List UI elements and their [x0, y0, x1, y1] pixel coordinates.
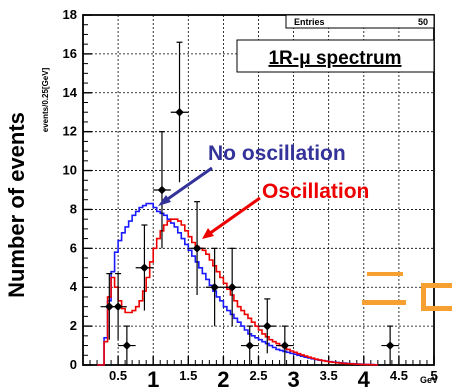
overlay-bar-upper: [367, 272, 403, 276]
y-tick-label: 4: [70, 279, 78, 294]
x-tick-label: 2: [217, 367, 229, 387]
y-tick-label: 14: [63, 85, 78, 100]
overlay-bar-top-right: [424, 283, 452, 288]
overlay-bar-bottom-right: [421, 306, 452, 311]
oscillation-label: Oscillation: [262, 180, 369, 203]
x-tick-label: 1.5: [179, 368, 197, 383]
data-point-marker: [263, 321, 272, 331]
no-oscillation-label: No oscillation: [208, 142, 346, 165]
y-axis-sub-label: events/0.25[GeV]: [41, 67, 50, 132]
stats-box: Entries 50: [285, 14, 435, 29]
data-point: [381, 325, 399, 365]
data-point: [135, 224, 154, 311]
x-tick-label: 3: [287, 367, 299, 387]
data-point: [276, 325, 294, 365]
data-point: [153, 131, 171, 249]
data-point: [118, 325, 136, 365]
data-point: [223, 247, 241, 327]
y-tick-label: 6: [70, 240, 77, 255]
data-point-marker: [122, 341, 132, 350]
data-point: [188, 201, 206, 295]
y-tick-label: 2: [70, 318, 77, 333]
stats-box-label: Entries: [294, 17, 325, 27]
y-tick-label: 12: [63, 124, 77, 139]
no-oscillation-annotation: No oscillation: [158, 142, 346, 206]
x-tick-label: 1: [147, 367, 159, 387]
data-point-marker: [113, 302, 123, 311]
stats-box-value: 50: [418, 17, 428, 27]
data-point-marker: [157, 185, 167, 195]
overlay-graphic: [362, 272, 452, 311]
series-layer: [97, 202, 378, 366]
overlay-bar-lower: [362, 300, 406, 305]
data-point: [258, 298, 277, 354]
data-point-marker: [245, 341, 254, 350]
x-tick-label: 4: [358, 367, 371, 387]
x-tick-label: 2.5: [249, 368, 267, 383]
y-axis-title: Number of events events/0.25[GeV]: [4, 67, 50, 297]
data-point: [240, 325, 259, 365]
data-point: [109, 273, 127, 340]
oscillation-arrowhead: [202, 228, 214, 239]
data-point-marker: [227, 282, 237, 292]
x-axis-unit-partial: GeV: [420, 375, 438, 385]
chart-title-box: 1R-μ spectrum: [236, 39, 435, 73]
data-point: [205, 247, 224, 327]
oscillation-annotation: Oscillation: [202, 180, 369, 239]
y-tick-label: 0: [70, 357, 77, 372]
y-axis-ticks: 0 2 4 6 8 10 12 14 16 18: [63, 7, 92, 372]
data-point-marker: [385, 341, 395, 350]
x-tick-label: 0.5: [109, 368, 127, 383]
stats-box-frame: [285, 14, 435, 29]
overlay-bar-vertical: [421, 283, 426, 309]
data-point: [170, 41, 189, 183]
x-tick-label: 4.5: [390, 368, 408, 383]
data-point-marker: [210, 282, 219, 292]
oscillation-arrow: [205, 196, 261, 238]
chart-title: 1R-μ spectrum: [268, 48, 401, 69]
x-tick-label: 5: [430, 368, 437, 383]
series-no-oscillation: [97, 202, 378, 366]
y-tick-label: 8: [70, 201, 77, 216]
data-point-marker: [175, 107, 184, 117]
data-points-layer: [100, 41, 399, 365]
y-tick-label: 16: [63, 46, 77, 61]
x-tick-label: 3.5: [320, 368, 338, 383]
data-point-marker: [192, 244, 202, 253]
chart-title-frame: [236, 39, 435, 73]
y-tick-label: 18: [63, 7, 77, 22]
y-axis-main-label: Number of events: [4, 112, 29, 298]
no-oscillation-arrow: [161, 166, 213, 205]
no-oscillation-arrowhead: [158, 195, 171, 206]
x-axis-ticks: 0.5 1 1.5 2 2.5 3 3.5 4 4.5 5: [82, 356, 438, 387]
series-oscillation: [97, 218, 378, 366]
data-point-marker: [140, 263, 149, 273]
y-tick-label: 10: [63, 163, 77, 178]
data-point-marker: [280, 341, 290, 350]
